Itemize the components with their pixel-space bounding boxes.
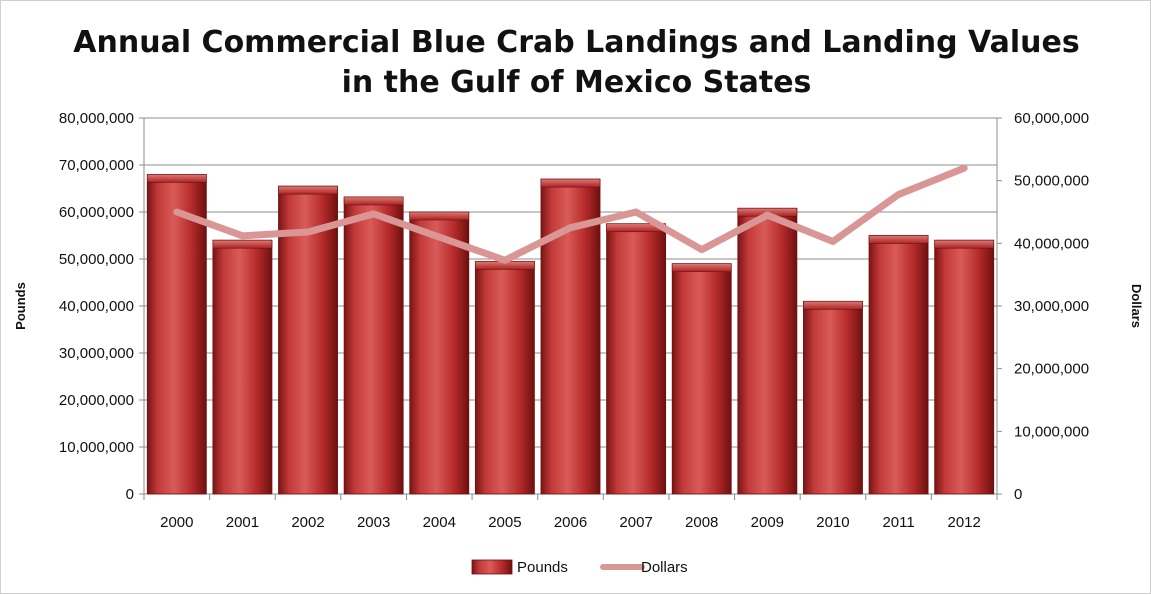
y-right-axis-title: Dollars <box>1129 284 1144 328</box>
bar-top-2003 <box>344 197 403 205</box>
bar-2003 <box>344 197 403 494</box>
bar-2005 <box>475 261 534 494</box>
y-left-tick-label: 10,000,000 <box>59 439 134 456</box>
x-tick-label: 2011 <box>882 514 914 531</box>
bar-2009 <box>738 208 797 494</box>
legend-dollars-label: Dollars <box>641 559 688 576</box>
x-tick-label: 2004 <box>423 514 456 531</box>
y-left-tick-label: 60,000,000 <box>59 204 134 221</box>
bar-2010 <box>803 301 862 494</box>
bar-top-2004 <box>410 212 469 220</box>
y-right-tick-label: 0 <box>1014 486 1022 503</box>
x-tick-label: 2000 <box>160 514 193 531</box>
x-tick-label: 2002 <box>291 514 324 531</box>
bar-top-2008 <box>672 264 731 272</box>
x-tick-label: 2006 <box>554 514 587 531</box>
bar-top-2002 <box>279 186 338 194</box>
bar-top-2011 <box>869 236 928 244</box>
y-left-tick-label: 70,000,000 <box>59 157 134 174</box>
bar-top-2006 <box>541 179 600 187</box>
x-tick-label: 2001 <box>226 514 259 531</box>
y-right-tick-label: 20,000,000 <box>1014 361 1089 378</box>
bar-top-2000 <box>147 174 206 182</box>
y-left-tick-label: 30,000,000 <box>59 345 134 362</box>
x-tick-label: 2009 <box>751 514 784 531</box>
y-left-tick-label: 40,000,000 <box>59 298 134 315</box>
bar-2012 <box>935 240 994 494</box>
x-tick-label: 2012 <box>948 514 981 531</box>
y-left-axis-title: Pounds <box>13 282 28 330</box>
bar-2001 <box>213 240 272 494</box>
y-right-tick-label: 50,000,000 <box>1014 173 1089 190</box>
x-tick-label: 2010 <box>816 514 849 531</box>
y-right-tick-label: 40,000,000 <box>1014 235 1089 252</box>
legend-pounds-label: Pounds <box>517 559 568 576</box>
y-right-tick-label: 10,000,000 <box>1014 423 1089 440</box>
y-left-tick-label: 50,000,000 <box>59 251 134 268</box>
y-left-tick-label: 80,000,000 <box>59 110 134 127</box>
y-right-tick-label: 30,000,000 <box>1014 298 1089 315</box>
bar-2008 <box>672 264 731 494</box>
x-tick-label: 2003 <box>357 514 390 531</box>
bar-2004 <box>410 212 469 494</box>
x-tick-label: 2008 <box>685 514 718 531</box>
y-left-tick-label: 0 <box>126 486 134 503</box>
x-tick-label: 2005 <box>488 514 521 531</box>
x-tick-label: 2007 <box>619 514 652 531</box>
y-right-tick-label: 60,000,000 <box>1014 110 1089 127</box>
bar-2011 <box>869 236 928 495</box>
bar-2007 <box>607 224 666 494</box>
bar-top-2001 <box>213 240 272 248</box>
bar-top-2012 <box>935 240 994 248</box>
y-left-tick-label: 20,000,000 <box>59 392 134 409</box>
bar-top-2010 <box>803 301 862 309</box>
legend-pounds-swatch <box>472 560 512 574</box>
